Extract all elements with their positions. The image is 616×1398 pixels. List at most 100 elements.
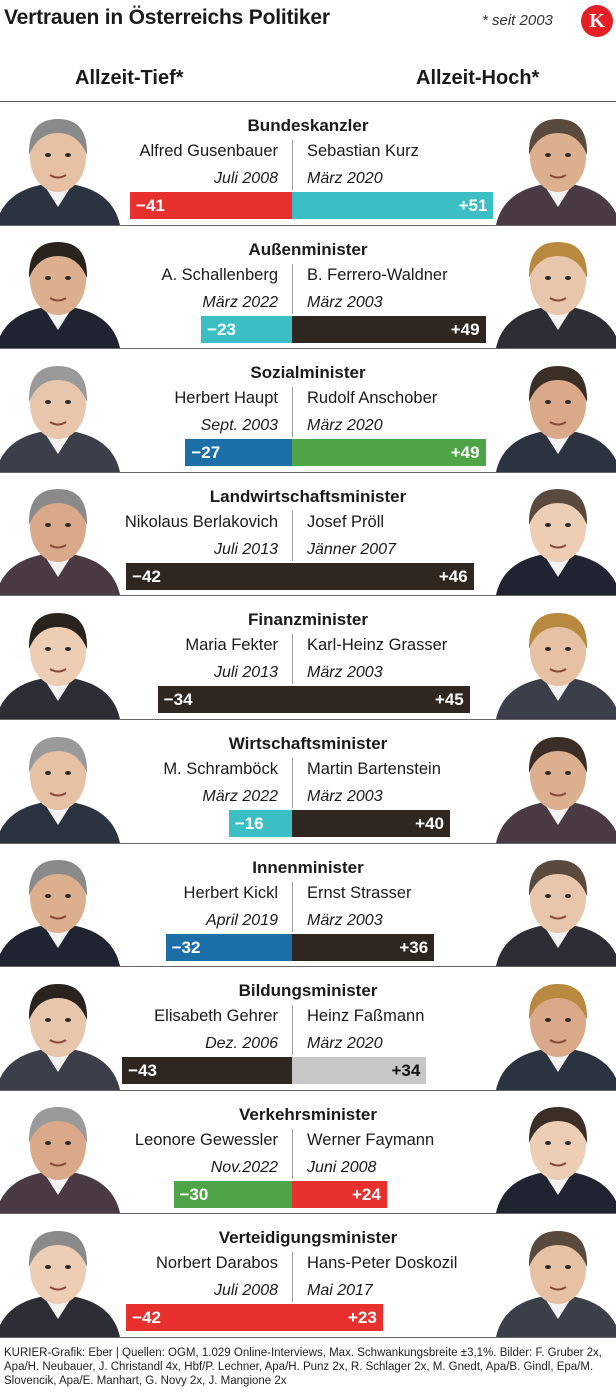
politician-portrait [0, 984, 120, 1090]
high-date: März 2003 [307, 912, 383, 929]
all-time-low-heading: Allzeit-Tief* [75, 67, 184, 89]
low-value-bar: −27 [185, 439, 292, 466]
politician-portrait [496, 119, 616, 225]
low-date: Juli 2013 [213, 541, 278, 558]
politician-portrait [0, 366, 120, 472]
politician-portrait [0, 737, 120, 843]
office-row: Bildungsminister Elisabeth Gehrer Heinz Fa… [0, 967, 616, 1091]
office-row: Außenminister A. Schallenberg B. Ferrero-W… [0, 226, 616, 349]
low-politician-name: A. Schallenberg [161, 266, 279, 284]
politician-portrait [0, 860, 120, 966]
center-line [292, 1129, 293, 1179]
high-value-bar: +34 [292, 1057, 427, 1084]
office-title: Sozialminister [250, 363, 366, 382]
high-date: März 2003 [307, 664, 383, 681]
high-date: Jänner 2007 [307, 541, 396, 558]
all-time-high-heading: Allzeit-Hoch* [416, 67, 540, 89]
high-politician-name: Werner Faymann [307, 1131, 435, 1149]
high-value-bar: +24 [292, 1181, 387, 1208]
politician-portrait [496, 984, 616, 1090]
center-line [292, 140, 293, 190]
politician-portrait [0, 242, 120, 348]
office-row: Finanzminister Maria Fekter Karl-Heinz Gra… [0, 596, 616, 720]
politician-portrait [496, 1231, 616, 1337]
low-date: Juli 2013 [213, 664, 278, 681]
office-title: Innenminister [252, 858, 364, 877]
office-title: Verteidigungsminister [218, 1228, 398, 1247]
kurier-logo: K [581, 5, 613, 37]
low-value-bar: −32 [165, 934, 292, 961]
office-title: Bundeskanzler [247, 116, 369, 135]
high-date: März 2003 [307, 788, 383, 805]
low-politician-name: Herbert Kickl [183, 884, 278, 902]
high-politician-name: Sebastian Kurz [307, 142, 419, 160]
office-row: Verkehrsminister Leonore Gewessler Werner … [0, 1091, 616, 1214]
high-value-bar: +23 [292, 1304, 383, 1331]
center-line [292, 1252, 293, 1302]
high-value-bar: +40 [292, 810, 450, 837]
office-row: Sozialminister Herbert Haupt Rudolf Anscho… [0, 349, 616, 473]
low-value-bar: −42 [126, 1304, 292, 1331]
politician-portrait [496, 242, 616, 348]
low-date: Juli 2008 [213, 170, 278, 187]
office-title: Bildungsminister [238, 981, 378, 1000]
low-politician-name: Norbert Darabos [156, 1254, 278, 1272]
politician-portrait [0, 119, 120, 225]
politician-portrait [496, 613, 616, 719]
low-politician-name: Maria Fekter [185, 636, 278, 654]
high-date: Juni 2008 [307, 1159, 377, 1176]
high-politician-name: Heinz Faßmann [307, 1007, 425, 1025]
office-title: Wirtschaftsminister [228, 734, 388, 753]
low-value-bar: −34 [157, 686, 292, 713]
low-date: Nov.2022 [210, 1159, 278, 1176]
politician-portrait [0, 1107, 120, 1213]
high-politician-name: Karl-Heinz Grasser [307, 636, 448, 654]
politician-portrait [0, 1231, 120, 1337]
high-date: März 2003 [307, 294, 383, 311]
politician-portrait [496, 366, 616, 472]
low-date: Juli 2008 [213, 1282, 278, 1299]
office-title: Außenminister [248, 240, 368, 259]
high-value-bar: +49 [292, 316, 486, 343]
politician-portrait [496, 737, 616, 843]
politician-portrait [496, 1107, 616, 1213]
office-title: Landwirtschaftsminister [209, 487, 407, 506]
page-title: Vertrauen in Österreichs Politiker [4, 6, 330, 29]
low-value-bar: −43 [122, 1057, 292, 1084]
low-politician-name: Elisabeth Gehrer [154, 1007, 278, 1025]
high-politician-name: Rudolf Anschober [307, 389, 438, 407]
high-politician-name: Hans-Peter Doskozil [307, 1254, 458, 1272]
politician-portrait [496, 489, 616, 595]
politician-portrait [0, 613, 120, 719]
center-line [292, 1005, 293, 1055]
low-date: April 2019 [205, 912, 278, 929]
low-value-bar: −30 [173, 1181, 292, 1208]
office-row: Innenminister Herbert Kickl Ernst Strasser… [0, 844, 616, 967]
low-politician-name: Nikolaus Berlakovich [124, 513, 278, 531]
high-value-bar: +36 [292, 934, 435, 961]
low-politician-name: M. Schramböck [163, 760, 278, 778]
low-politician-name: Herbert Haupt [174, 389, 278, 407]
high-value-bar: +46 [292, 563, 474, 590]
high-politician-name: Josef Pröll [307, 513, 385, 531]
center-line [292, 882, 293, 932]
high-politician-name: B. Ferrero-Waldner [307, 266, 448, 284]
low-date: März 2022 [202, 788, 278, 805]
office-row: Bundeskanzler Alfred Gusenbauer Sebastian … [0, 102, 616, 226]
office-row: Wirtschaftsminister M. Schramböck Martin B… [0, 720, 616, 844]
high-value-bar: +51 [292, 192, 494, 219]
center-line [292, 264, 293, 314]
high-politician-name: Martin Bartenstein [307, 760, 441, 778]
high-value-bar: +45 [292, 686, 470, 713]
high-politician-name: Ernst Strasser [307, 884, 412, 902]
office-title: Verkehrsminister [239, 1105, 377, 1124]
header-divider [0, 101, 616, 102]
office-row: Verteidigungsminister Norbert Darabos Hans… [0, 1214, 616, 1338]
low-date: März 2022 [202, 294, 278, 311]
office-title: Finanzminister [248, 610, 368, 629]
high-date: März 2020 [307, 1035, 383, 1052]
politician-portrait [496, 860, 616, 966]
footnote: * seit 2003 [482, 12, 553, 29]
low-politician-name: Leonore Gewessler [134, 1131, 278, 1149]
center-line [292, 758, 293, 808]
